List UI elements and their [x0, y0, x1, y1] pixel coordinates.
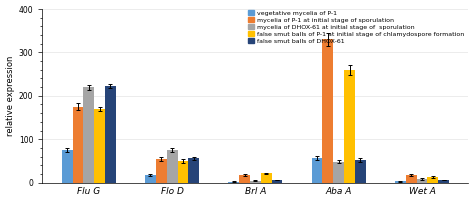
- Bar: [261, 174, 272, 183]
- Bar: [438, 180, 449, 183]
- Bar: [83, 87, 94, 183]
- Bar: [355, 160, 366, 183]
- Legend: vegetative mycelia of P-1, mycelia of P-1 at initial stage of sporulation, mycel: vegetative mycelia of P-1, mycelia of P-…: [247, 9, 465, 45]
- Bar: [406, 175, 417, 183]
- Bar: [145, 175, 156, 183]
- Bar: [167, 150, 178, 183]
- Bar: [344, 70, 355, 183]
- Bar: [333, 162, 344, 183]
- Bar: [156, 159, 167, 183]
- Bar: [322, 39, 333, 183]
- Bar: [428, 177, 438, 183]
- Bar: [73, 107, 83, 183]
- Bar: [250, 181, 261, 183]
- Bar: [94, 109, 105, 183]
- Bar: [105, 86, 116, 183]
- Bar: [417, 179, 428, 183]
- Bar: [178, 161, 188, 183]
- Bar: [188, 158, 199, 183]
- Bar: [311, 158, 322, 183]
- Bar: [272, 180, 283, 183]
- Bar: [62, 150, 73, 183]
- Bar: [239, 175, 250, 183]
- Bar: [228, 182, 239, 183]
- Y-axis label: relative expression: relative expression: [6, 56, 15, 136]
- Bar: [395, 181, 406, 183]
